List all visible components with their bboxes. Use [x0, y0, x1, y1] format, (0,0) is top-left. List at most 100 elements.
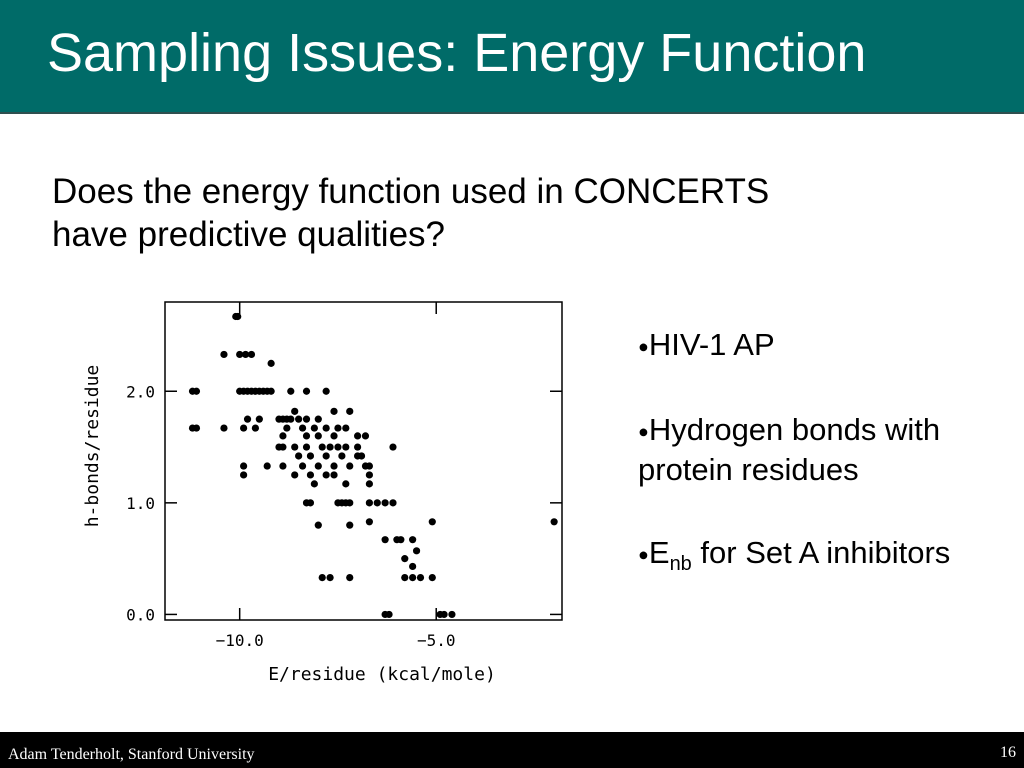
data-point [306, 499, 315, 507]
data-point [322, 452, 330, 460]
data-point [310, 480, 318, 488]
data-point [365, 480, 373, 488]
data-point [428, 518, 436, 526]
data-point [306, 471, 315, 479]
data-point [365, 518, 373, 526]
footer-author: Adam Tenderholt, Stanford University [8, 746, 255, 763]
data-point [346, 499, 354, 507]
data-point [322, 424, 330, 432]
data-point [314, 521, 322, 529]
data-point [330, 432, 338, 440]
data-point [354, 432, 362, 440]
data-point [397, 536, 405, 544]
data-point [298, 462, 307, 470]
page-number: 16 [1000, 744, 1016, 761]
data-point [409, 574, 417, 582]
data-point [314, 432, 322, 440]
bullet-marker: ● [638, 336, 649, 357]
y-axis-label: h-bonds/residue [82, 365, 103, 528]
data-point [287, 387, 295, 395]
x-axis-label: E/residue (kcal/mole) [268, 664, 496, 685]
data-point [330, 407, 338, 415]
data-point [279, 462, 287, 470]
data-point [357, 452, 366, 460]
data-point [428, 574, 436, 582]
data-point [409, 536, 417, 544]
y-axis-ticks: 0.0 1.0 2.0 [126, 382, 562, 624]
data-point [234, 312, 242, 321]
data-point [302, 415, 311, 423]
footer-bar: Adam Tenderholt, Stanford University 16 [0, 732, 1024, 768]
data-point [314, 415, 322, 423]
bullet-marker: ● [638, 543, 649, 564]
data-point [192, 387, 201, 395]
bullet-hbonds: ●Hydrogen bonds with protein residues [638, 411, 1018, 487]
slide-title: Sampling Issues: Energy Function [47, 23, 867, 83]
data-point [240, 462, 248, 470]
x-axis-ticks: −10.0 −5.0 [216, 302, 456, 650]
data-point [342, 443, 350, 451]
data-point [318, 574, 326, 582]
data-point [361, 432, 370, 440]
data-point [263, 462, 271, 470]
data-point [389, 499, 397, 507]
data-point [322, 387, 330, 395]
bullet-text: Hydrogen bonds with protein residues [638, 412, 941, 487]
data-point [381, 536, 389, 544]
data-point [412, 547, 421, 555]
data-point [240, 424, 248, 432]
data-point [448, 610, 456, 619]
x-tick-label: −10.0 [216, 631, 264, 650]
data-point [302, 432, 311, 440]
data-point [401, 555, 409, 563]
data-points [188, 312, 558, 619]
data-point [346, 574, 354, 582]
data-point [326, 574, 334, 582]
data-point [322, 471, 330, 479]
data-point [401, 574, 409, 582]
data-point [298, 424, 307, 432]
data-point [310, 424, 318, 432]
data-point [342, 480, 350, 488]
data-point [243, 415, 252, 423]
bullet-text-subscript: nb [669, 552, 692, 575]
question-line-2: have predictive qualities? [52, 215, 446, 254]
data-point [291, 407, 299, 415]
question-text: Does the energy function used in CONCERT… [52, 170, 952, 256]
bullet-text-base: E [648, 534, 670, 570]
data-point [240, 471, 248, 479]
data-point [283, 424, 291, 432]
data-point [267, 359, 275, 367]
data-point [236, 350, 244, 359]
data-point [318, 443, 326, 451]
data-point [295, 415, 303, 423]
data-point [295, 452, 303, 460]
data-point [365, 471, 373, 479]
data-point [302, 387, 311, 395]
data-point [255, 415, 263, 423]
data-point [381, 499, 389, 507]
data-point [291, 443, 299, 451]
data-point [306, 452, 315, 460]
data-point [220, 424, 228, 432]
y-tick-label: 0.0 [126, 605, 155, 624]
data-point [440, 610, 448, 619]
data-point [247, 350, 256, 359]
data-point [279, 432, 287, 440]
bullet-marker: ● [638, 421, 649, 442]
data-point [220, 350, 228, 359]
data-point [330, 462, 338, 470]
data-point [373, 499, 381, 507]
data-point [287, 415, 295, 423]
data-point [342, 424, 350, 432]
data-point [338, 452, 346, 460]
bullet-hiv: ●HIV-1 AP [638, 326, 1018, 365]
bullet-list: ●HIV-1 AP ●Hydrogen bonds with protein r… [638, 326, 1018, 629]
data-point [334, 443, 342, 451]
scatter-chart: −10.0 −5.0 0.0 1.0 2.0 E/residue (kcal/mole… [82, 301, 563, 685]
data-point [550, 518, 558, 526]
data-point [302, 443, 311, 451]
y-tick-label: 2.0 [126, 382, 155, 401]
x-tick-label: −5.0 [417, 631, 456, 650]
question-line-1: Does the energy function used in CONCERT… [52, 172, 770, 211]
